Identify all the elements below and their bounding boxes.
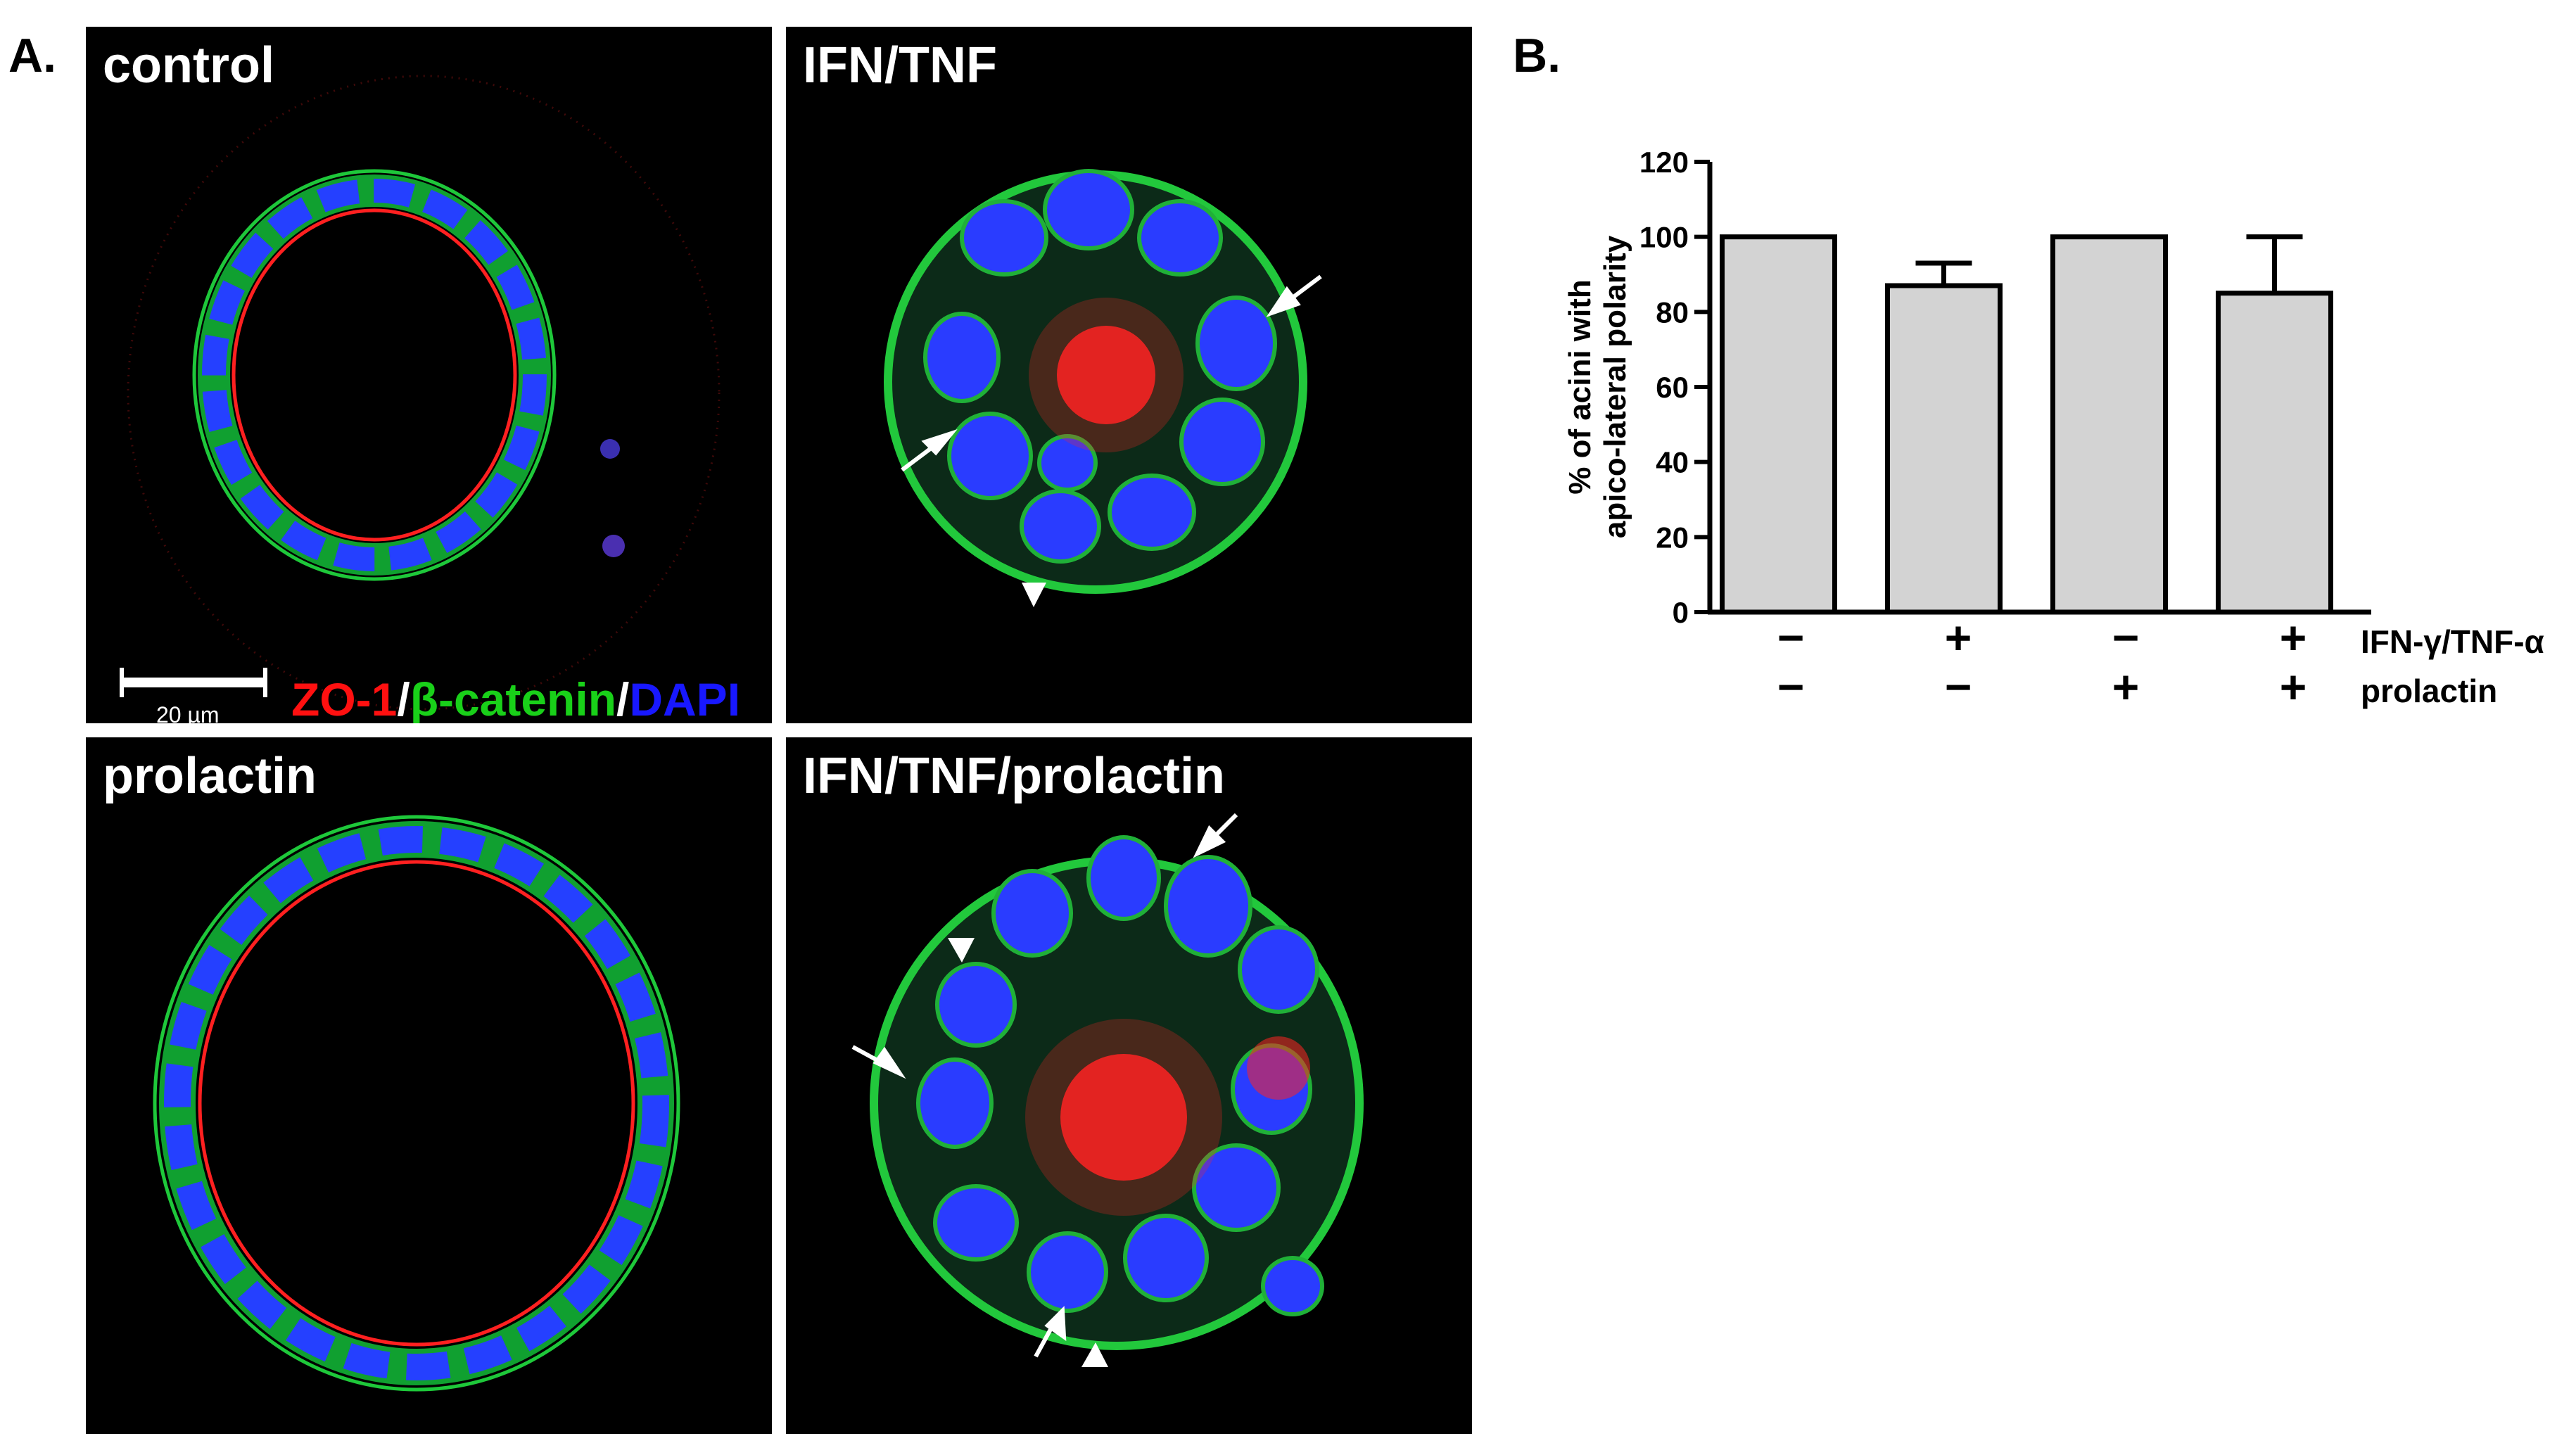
scale-bar [120,668,267,697]
sign-row1-col3: − [2112,611,2140,663]
y-tick-label-3: 60 [1656,371,1689,404]
bar-2 [2050,234,2168,615]
panel-a-letter: A. [8,29,56,82]
micrograph-label-control: control [103,37,274,94]
row-label-prolactin: prolactin [2361,673,2498,709]
y-tick-label-0: 0 [1673,596,1689,629]
micrograph-control-image [127,75,721,711]
y-axis-label-line2: apico-lateral polarity [1598,235,1632,538]
sign-row2-col2: − [1944,661,1972,713]
micrograph-prolactin-image [153,815,680,1392]
sign-row1-col4: + [2279,611,2307,663]
stain-legend: ZO-1/β-catenin/DAPI [291,673,740,723]
sign-row1-col2: + [1944,611,1972,663]
y-tick-label-2: 40 [1656,446,1689,479]
sign-row2-col4: + [2279,661,2307,713]
sign-row1-col1: − [1777,611,1805,663]
micrograph-ifn-tnf-prolactin: IFN/TNF/prolactin [786,737,1472,1434]
y-tick-label-1: 20 [1656,521,1689,554]
y-axis-label-line1: % of acini with [1563,279,1597,495]
y-tick-label-6: 120 [1639,146,1689,179]
stain-dapi: DAPI [629,673,741,723]
micrograph-ifn-tnf-image [884,169,1322,607]
row-label-ifn-tnf: IFN-γ/TNF-α [2361,623,2544,660]
stain-sep-2: / [616,673,630,723]
micrograph-control: control 20 µm ZO-1/β-catenin/DAPI [86,27,772,723]
y-tick-label-4: 80 [1656,296,1689,329]
micrograph-label-prolactin: prolactin [103,748,317,804]
bar-0 [1720,234,1837,615]
micrograph-prolactin: prolactin [86,737,772,1434]
y-tick-label-5: 100 [1639,221,1689,254]
micrograph-label-ifn-tnf-prolactin: IFN/TNF/prolactin [803,748,1225,804]
micrograph-ifn-tnf: IFN/TNF [786,27,1472,723]
micrograph-label-ifn-tnf: IFN/TNF [803,37,997,94]
sign-row2-col1: − [1777,661,1805,713]
stain-sep-1: / [397,673,410,723]
scale-bar-label: 20 µm [156,702,220,723]
bar-3 [2216,291,2333,615]
bar-1 [1885,283,2003,615]
bar-chart: 0 20 40 60 80 100 120 % of acini with apico-la… [1563,146,2371,629]
micrograph-ifn-tnf-prolactin-image [851,813,1364,1367]
sign-row2-col3: + [2112,661,2140,713]
stain-zo1: ZO-1 [291,673,398,723]
panel-b-letter: B. [1513,29,1561,82]
stain-bcatenin: β-catenin [410,673,617,723]
